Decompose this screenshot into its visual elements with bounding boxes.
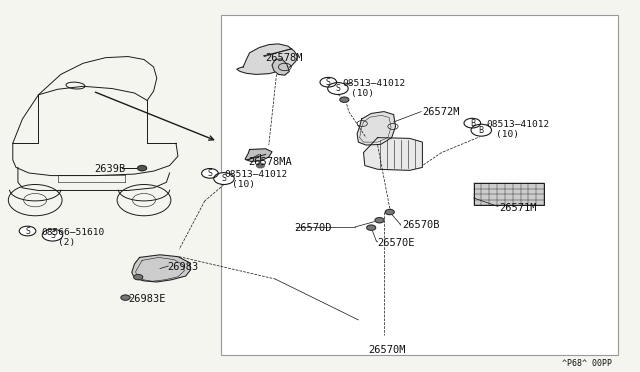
Circle shape bbox=[138, 166, 147, 171]
Circle shape bbox=[471, 124, 492, 136]
Text: S: S bbox=[25, 227, 30, 235]
Bar bbox=[221, 15, 618, 355]
Text: 08566–51610: 08566–51610 bbox=[42, 228, 105, 237]
Polygon shape bbox=[245, 149, 272, 161]
Circle shape bbox=[134, 275, 143, 280]
Circle shape bbox=[367, 225, 376, 230]
Circle shape bbox=[375, 218, 384, 223]
Text: S: S bbox=[221, 174, 227, 183]
Text: S: S bbox=[50, 231, 55, 240]
Circle shape bbox=[385, 209, 394, 215]
Text: 26983: 26983 bbox=[167, 262, 198, 272]
Circle shape bbox=[19, 226, 36, 236]
Circle shape bbox=[328, 83, 348, 94]
Text: 08513–41012: 08513–41012 bbox=[224, 170, 287, 179]
Text: 26983E: 26983E bbox=[128, 295, 166, 304]
Text: ^P68^ 00PP: ^P68^ 00PP bbox=[562, 359, 612, 368]
Polygon shape bbox=[237, 44, 298, 74]
Text: 26578M: 26578M bbox=[266, 53, 303, 62]
Circle shape bbox=[340, 97, 349, 102]
Bar bbox=[474, 183, 544, 205]
Text: 26570M: 26570M bbox=[368, 346, 406, 355]
Text: 08513–41012: 08513–41012 bbox=[342, 79, 406, 88]
Text: (10): (10) bbox=[496, 130, 519, 139]
Circle shape bbox=[320, 77, 337, 87]
Text: 26570E: 26570E bbox=[378, 238, 415, 247]
Text: (2): (2) bbox=[58, 238, 75, 247]
Polygon shape bbox=[364, 138, 422, 170]
Text: S: S bbox=[335, 84, 340, 93]
Text: 26578MA: 26578MA bbox=[248, 157, 292, 167]
Circle shape bbox=[42, 229, 63, 241]
Text: B: B bbox=[470, 119, 475, 128]
Polygon shape bbox=[132, 255, 191, 282]
Circle shape bbox=[121, 295, 130, 300]
Text: 26571M: 26571M bbox=[499, 203, 537, 213]
Polygon shape bbox=[357, 112, 396, 145]
Text: S: S bbox=[326, 78, 331, 87]
Circle shape bbox=[214, 173, 234, 185]
Text: 26570B: 26570B bbox=[402, 220, 440, 230]
Text: 26572M: 26572M bbox=[422, 107, 460, 116]
Text: (10): (10) bbox=[351, 89, 374, 98]
Circle shape bbox=[464, 118, 481, 128]
Text: B: B bbox=[479, 126, 484, 135]
Polygon shape bbox=[272, 59, 289, 75]
Text: S: S bbox=[207, 169, 212, 178]
Text: (10): (10) bbox=[232, 180, 255, 189]
Text: 26570D: 26570D bbox=[294, 223, 332, 232]
Text: 2639B: 2639B bbox=[95, 164, 126, 174]
Circle shape bbox=[257, 163, 264, 168]
Circle shape bbox=[202, 169, 218, 178]
Text: 08513–41012: 08513–41012 bbox=[486, 120, 550, 129]
